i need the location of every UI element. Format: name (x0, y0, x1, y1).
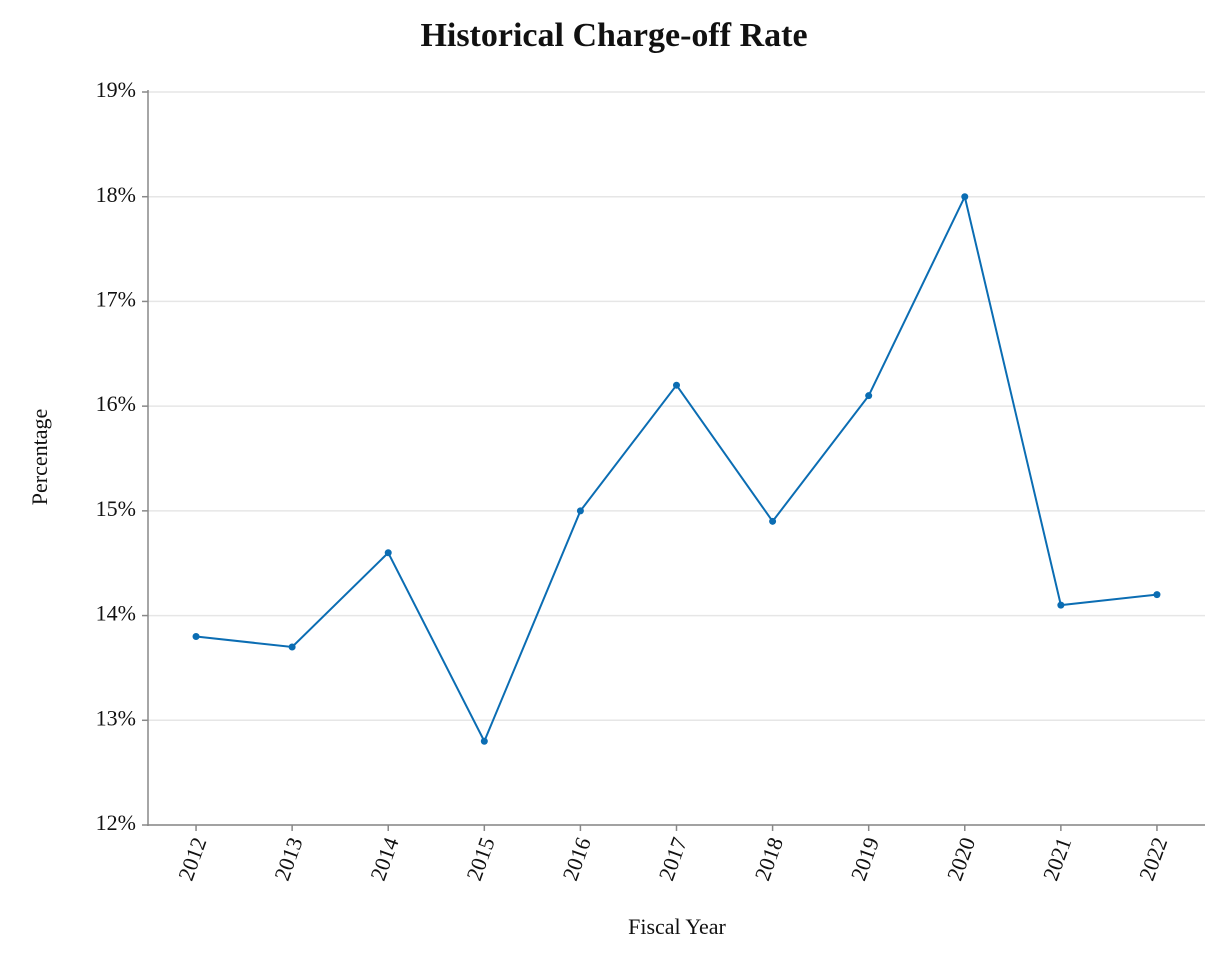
y-tick-label: 12% (96, 810, 136, 835)
marker (384, 549, 392, 557)
y-tick-label: 16% (96, 391, 136, 416)
x-tick-label: 2022 (1134, 834, 1173, 884)
x-tick-label: 2019 (846, 834, 885, 884)
y-tick-label: 17% (96, 286, 136, 311)
x-tick-label: 2016 (557, 834, 596, 884)
y-tick-label: 15% (96, 496, 136, 521)
y-tick-label: 13% (96, 705, 136, 730)
x-tick-label: 2014 (365, 834, 404, 884)
y-tick-label: 14% (96, 601, 136, 626)
x-axis-label: Fiscal Year (628, 914, 726, 939)
x-tick-label: 2021 (1038, 834, 1077, 884)
marker (480, 737, 488, 745)
marker (192, 633, 200, 641)
marker (961, 193, 969, 201)
grid (148, 91, 1205, 826)
x-tick-label: 2012 (173, 834, 212, 884)
x-tick-label: 2020 (942, 834, 981, 884)
marker (576, 507, 584, 515)
y-tick-label: 18% (96, 182, 136, 207)
chart-title: Historical Charge-off Rate (420, 17, 807, 54)
marker (1153, 591, 1161, 599)
marker (673, 381, 680, 389)
line (195, 193, 1158, 744)
x-tick-label: 2015 (461, 834, 500, 884)
y-axis-label: Percentage (27, 409, 52, 506)
x-tick-label: 2018 (749, 834, 788, 884)
y-tick-label: 19% (96, 77, 136, 102)
marker (865, 392, 873, 400)
marker (288, 643, 296, 651)
x-tick-label: 2017 (653, 834, 692, 884)
marker (769, 517, 777, 525)
x-tick-label: 2013 (269, 834, 308, 884)
marker (1057, 601, 1065, 609)
